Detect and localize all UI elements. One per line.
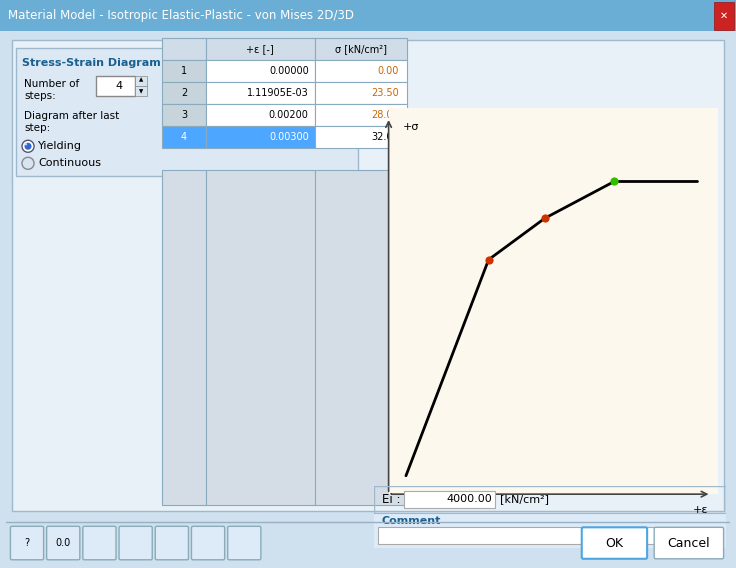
Bar	[393, 127, 406, 147]
Bar	[714, 2, 734, 30]
Bar	[16, 48, 358, 176]
Text: ▲: ▲	[138, 78, 143, 83]
FancyBboxPatch shape	[581, 527, 647, 559]
Bar	[206, 38, 315, 60]
Bar	[206, 170, 315, 505]
Text: ▼: ▼	[397, 139, 401, 144]
FancyBboxPatch shape	[155, 527, 188, 560]
FancyBboxPatch shape	[10, 527, 43, 560]
Bar	[374, 513, 726, 548]
Bar	[96, 76, 135, 96]
Bar	[162, 82, 206, 104]
Text: Diagram after last: Diagram after last	[24, 111, 119, 121]
FancyBboxPatch shape	[191, 527, 224, 560]
Bar	[135, 86, 146, 96]
Bar	[315, 170, 407, 505]
Bar	[135, 76, 146, 86]
Bar	[315, 104, 407, 126]
Circle shape	[24, 143, 32, 150]
Bar	[315, 60, 407, 82]
Point	[609, 177, 620, 186]
Text: 4: 4	[116, 81, 123, 91]
Text: +ε [-]: +ε [-]	[247, 44, 275, 54]
Text: 32.00: 32.00	[372, 132, 399, 142]
Bar	[378, 527, 722, 544]
Text: 28.00: 28.00	[372, 110, 399, 120]
FancyBboxPatch shape	[83, 527, 116, 560]
Text: 0.0: 0.0	[56, 538, 71, 548]
Text: 0.00000: 0.00000	[269, 66, 308, 76]
FancyBboxPatch shape	[227, 527, 261, 560]
Circle shape	[25, 143, 27, 145]
Text: [kN/cm²]: [kN/cm²]	[500, 494, 548, 504]
Text: Comment: Comment	[382, 516, 442, 526]
Point	[539, 214, 551, 223]
Text: OK: OK	[606, 537, 623, 550]
Text: ▲: ▲	[397, 131, 401, 136]
Circle shape	[22, 140, 34, 152]
Text: 1: 1	[181, 66, 187, 76]
Text: +σ: +σ	[403, 122, 419, 132]
Bar	[162, 38, 206, 60]
Text: 0.00300: 0.00300	[269, 132, 308, 142]
Text: Stress-Strain Diagram: Stress-Strain Diagram	[22, 58, 160, 68]
Point	[483, 255, 495, 264]
Text: 2: 2	[181, 88, 187, 98]
Text: Material Model - Isotropic Elastic-Plastic - von Mises 2D/3D: Material Model - Isotropic Elastic-Plast…	[8, 9, 354, 22]
Text: ?: ?	[24, 538, 29, 548]
FancyBboxPatch shape	[46, 527, 79, 560]
Text: 1.11905E-03: 1.11905E-03	[247, 88, 308, 98]
Bar	[162, 126, 206, 148]
Bar	[315, 38, 407, 60]
Bar	[162, 60, 206, 82]
Text: 0.00200: 0.00200	[269, 110, 308, 120]
Text: ✕: ✕	[720, 11, 728, 20]
Bar	[162, 170, 206, 505]
Text: Continuous: Continuous	[38, 158, 101, 168]
Bar	[206, 126, 315, 148]
Text: Cancel: Cancel	[668, 537, 710, 550]
Bar	[206, 82, 315, 104]
Bar	[206, 60, 315, 82]
Circle shape	[22, 157, 34, 169]
FancyBboxPatch shape	[119, 527, 152, 560]
Bar	[315, 126, 407, 148]
Text: 23.50: 23.50	[372, 88, 399, 98]
Text: 0.00: 0.00	[378, 66, 399, 76]
Bar	[315, 82, 407, 104]
Bar	[162, 104, 206, 126]
Text: Number of: Number of	[24, 79, 79, 89]
Text: Ei :: Ei :	[382, 493, 400, 506]
Bar	[404, 491, 495, 508]
FancyBboxPatch shape	[654, 527, 723, 559]
Bar	[206, 104, 315, 126]
Text: Yielding: Yielding	[38, 141, 82, 151]
Text: steps:: steps:	[24, 91, 56, 101]
Text: 4: 4	[181, 132, 187, 142]
Text: step:: step:	[24, 123, 50, 133]
Text: σ [kN/cm²]: σ [kN/cm²]	[335, 44, 387, 54]
Text: 4000.00: 4000.00	[447, 494, 492, 504]
Text: ▼: ▼	[138, 90, 143, 95]
Text: +ε: +ε	[693, 505, 708, 515]
Text: 3: 3	[181, 110, 187, 120]
